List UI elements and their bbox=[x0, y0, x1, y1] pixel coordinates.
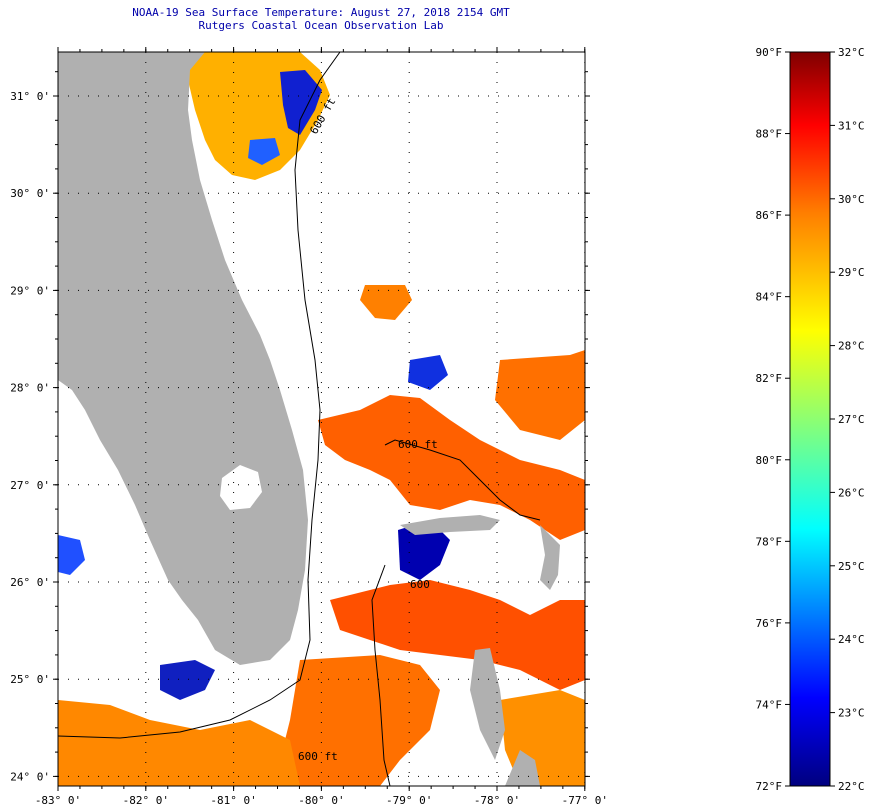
fahrenheit-label: 80°F bbox=[756, 454, 783, 467]
celsius-scale: 32°C 31°C 30°C 29°C 28°C 27°C 26°C 25°C 24°C 23°C… bbox=[830, 46, 865, 793]
sst-patch-gulfstream-cool bbox=[398, 520, 450, 580]
cuba-coast bbox=[505, 750, 540, 786]
abaco-island bbox=[540, 525, 560, 590]
bathymetry-contours bbox=[58, 52, 541, 786]
lon-tick-label: -81° 0' bbox=[210, 794, 256, 807]
sst-patch-bahamas-south bbox=[280, 655, 440, 786]
fahrenheit-label: 88°F bbox=[756, 128, 783, 141]
florida-peninsula bbox=[58, 52, 308, 665]
celsius-label: 22°C bbox=[838, 780, 865, 793]
chart-subtitle: Rutgers Coastal Ocean Observation Lab bbox=[198, 19, 444, 32]
contour-label: 600 ft bbox=[298, 750, 338, 763]
fahrenheit-scale: 90°F 88°F 86°F 84°F 82°F 80°F 78°F 76°F 74°F 72°F bbox=[756, 46, 790, 793]
lon-tick-label: -83° 0' bbox=[35, 794, 81, 807]
lon-tick-label: -82° 0' bbox=[123, 794, 169, 807]
sst-patch-northeast-cool-2 bbox=[248, 138, 280, 165]
contour-line-600ft-west bbox=[58, 52, 341, 739]
sst-patch-keys-cool bbox=[160, 660, 215, 700]
lon-tick-label: -80° 0' bbox=[298, 794, 344, 807]
fahrenheit-label: 82°F bbox=[756, 372, 783, 385]
fahrenheit-label: 86°F bbox=[756, 209, 783, 222]
sst-patch-central-east bbox=[495, 350, 585, 440]
lat-tick-label: 26° 0' bbox=[10, 576, 50, 589]
map-axes: -83° 0' -82° 0' -81° 0' -80° 0' -79° 0' -78° … bbox=[10, 47, 608, 807]
lake-okeechobee bbox=[220, 465, 262, 510]
celsius-label: 24°C bbox=[838, 633, 865, 646]
celsius-label: 31°C bbox=[838, 119, 865, 132]
lat-tick-label: 29° 0' bbox=[10, 284, 50, 297]
fahrenheit-label: 78°F bbox=[756, 535, 783, 548]
contour-line-600ft-east bbox=[371, 564, 391, 786]
celsius-label: 23°C bbox=[838, 707, 865, 720]
andros-island bbox=[470, 648, 505, 760]
celsius-label: 26°C bbox=[838, 486, 865, 499]
celsius-label: 28°C bbox=[838, 340, 865, 353]
contour-label: 600 ft bbox=[398, 438, 438, 451]
lat-tick-label: 25° 0' bbox=[10, 673, 50, 686]
lat-tick-label: 27° 0' bbox=[10, 479, 50, 492]
fahrenheit-label: 74°F bbox=[756, 698, 783, 711]
chart-title: NOAA-19 Sea Surface Temperature: August … bbox=[132, 6, 510, 19]
lon-tick-label: -77° 0' bbox=[562, 794, 608, 807]
sst-patch-northeast-cool bbox=[280, 70, 322, 135]
sst-patch-bahamas-mid bbox=[330, 580, 585, 690]
lat-tick-label: 30° 0' bbox=[10, 187, 50, 200]
contour-line-600ft-bahamas bbox=[384, 439, 541, 521]
lat-tick-label: 28° 0' bbox=[10, 382, 50, 395]
celsius-label: 32°C bbox=[838, 46, 865, 59]
lon-tick-label: -79° 0' bbox=[386, 794, 432, 807]
grand-bahama-island bbox=[400, 515, 500, 535]
lat-tick-label: 31° 0' bbox=[10, 90, 50, 103]
sst-patch-southwest bbox=[58, 700, 300, 786]
map-area bbox=[58, 52, 585, 786]
fahrenheit-label: 72°F bbox=[756, 780, 783, 793]
sst-patch-north-cool bbox=[408, 355, 448, 390]
lat-tick-label: 24° 0' bbox=[10, 770, 50, 783]
land-layer bbox=[58, 52, 560, 786]
sst-patch-west-cool bbox=[58, 535, 85, 575]
fahrenheit-label: 90°F bbox=[756, 46, 783, 59]
sst-patch-central-north bbox=[360, 285, 412, 320]
temperature-colorbar bbox=[789, 51, 831, 787]
celsius-label: 27°C bbox=[838, 413, 865, 426]
lon-tick-label: -78° 0' bbox=[474, 794, 520, 807]
fahrenheit-label: 84°F bbox=[756, 291, 783, 304]
sst-patch-central-main bbox=[318, 395, 585, 540]
fahrenheit-label: 76°F bbox=[756, 617, 783, 630]
celsius-label: 25°C bbox=[838, 560, 865, 573]
celsius-label: 30°C bbox=[838, 193, 865, 206]
celsius-label: 29°C bbox=[838, 266, 865, 279]
contour-label: 600 bbox=[410, 578, 430, 591]
